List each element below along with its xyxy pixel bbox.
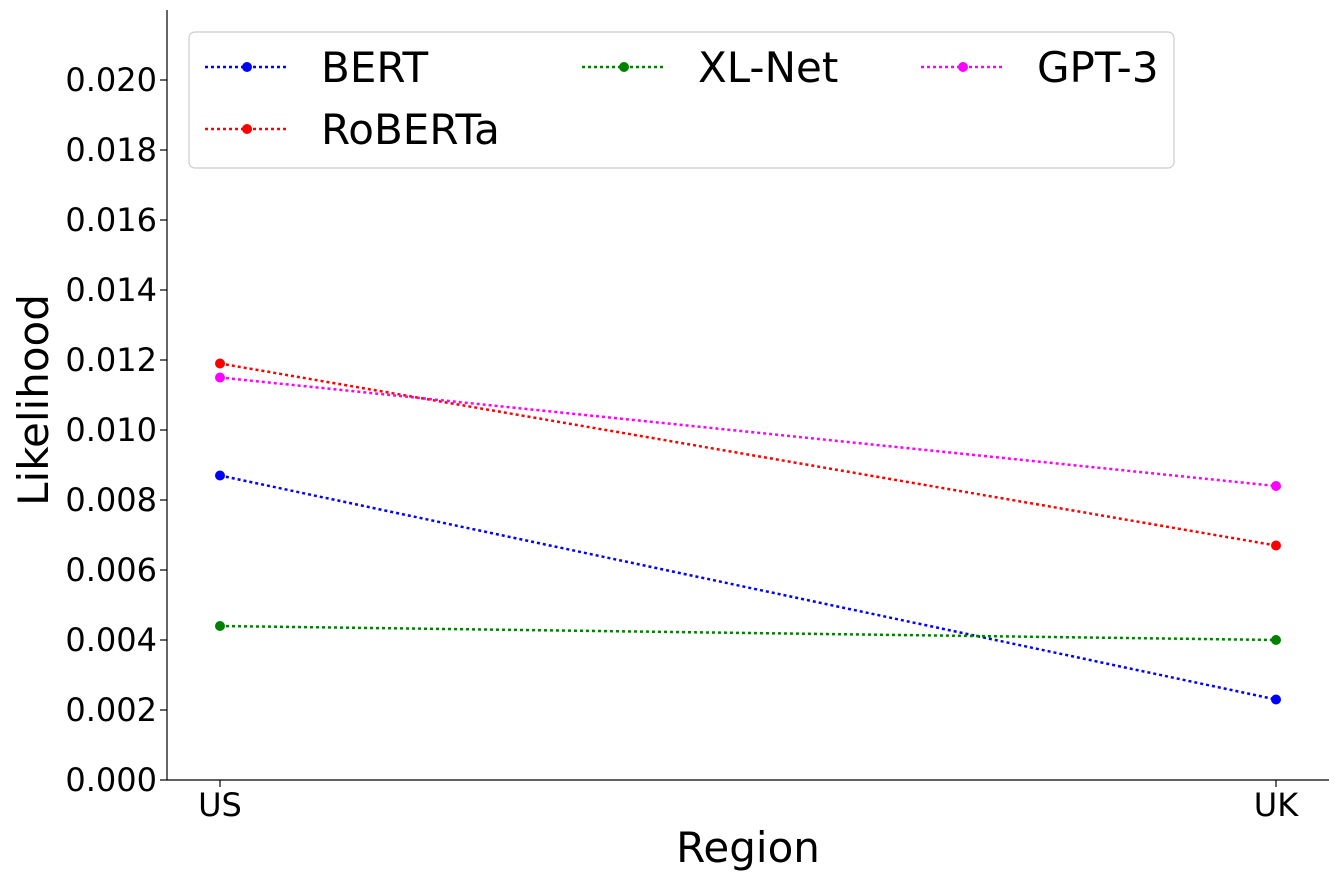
data-point-gpt-3 xyxy=(1271,481,1281,491)
data-point-gpt-3 xyxy=(215,372,225,383)
legend-marker-gpt-3 xyxy=(958,62,968,72)
data-point-xl-net xyxy=(1271,635,1281,645)
y-tick-label: 0.000 xyxy=(65,761,157,799)
y-tick-label: 0.018 xyxy=(65,131,157,169)
y-tick-label: 0.016 xyxy=(65,201,157,239)
y-tick-label: 0.012 xyxy=(65,341,157,379)
series-line-gpt-3 xyxy=(219,376,1277,488)
legend-marker-bert xyxy=(242,62,252,72)
y-tick-label: 0.002 xyxy=(65,691,157,729)
series-gpt-3 xyxy=(215,372,1281,491)
legend-item-bert: BERT xyxy=(205,43,428,92)
legend-label-roberta: RoBERTa xyxy=(321,105,500,154)
axes xyxy=(166,10,1329,781)
legend-label-bert: BERT xyxy=(321,43,428,92)
legend: BERT RoBERTa XL-Net GPT-3 xyxy=(188,31,1175,169)
y-ticks: 0.000 0.002 0.004 0.006 0.008 0.010 0.012 0.014… xyxy=(65,61,167,799)
legend-label-xl-net: XL-Net xyxy=(698,43,838,92)
y-tick-label: 0.006 xyxy=(65,551,157,589)
series-line-roberta xyxy=(219,362,1277,547)
y-tick-label: 0.020 xyxy=(65,61,157,99)
legend-label-gpt-3: GPT-3 xyxy=(1037,43,1159,92)
x-axis-title: Region xyxy=(676,823,820,872)
series-layer xyxy=(215,358,1281,705)
data-point-xl-net xyxy=(215,621,225,631)
data-point-bert xyxy=(1271,694,1281,705)
data-point-bert xyxy=(215,470,225,481)
y-tick-label: 0.014 xyxy=(65,271,157,309)
legend-marker-roberta xyxy=(242,124,252,134)
y-tick-label: 0.010 xyxy=(65,411,157,449)
legend-item-gpt-3: GPT-3 xyxy=(921,43,1159,92)
series-roberta xyxy=(215,358,1281,551)
x-tick-label: US xyxy=(198,786,242,824)
data-point-roberta xyxy=(1271,540,1281,551)
y-axis-title: Likelihood xyxy=(9,294,58,506)
x-ticks: US UK xyxy=(198,780,1299,824)
y-tick-label: 0.004 xyxy=(65,621,157,659)
legend-marker-xl-net xyxy=(619,62,629,72)
series-line-bert xyxy=(219,474,1277,701)
legend-item-roberta: RoBERTa xyxy=(205,105,500,154)
series-xl-net xyxy=(215,621,1281,645)
data-point-roberta xyxy=(215,358,225,369)
y-tick-label: 0.008 xyxy=(65,481,157,519)
series-line-xl-net xyxy=(219,624,1277,642)
x-tick-label: UK xyxy=(1254,786,1299,824)
legend-item-xl-net: XL-Net xyxy=(582,43,838,92)
series-bert xyxy=(215,470,1281,705)
